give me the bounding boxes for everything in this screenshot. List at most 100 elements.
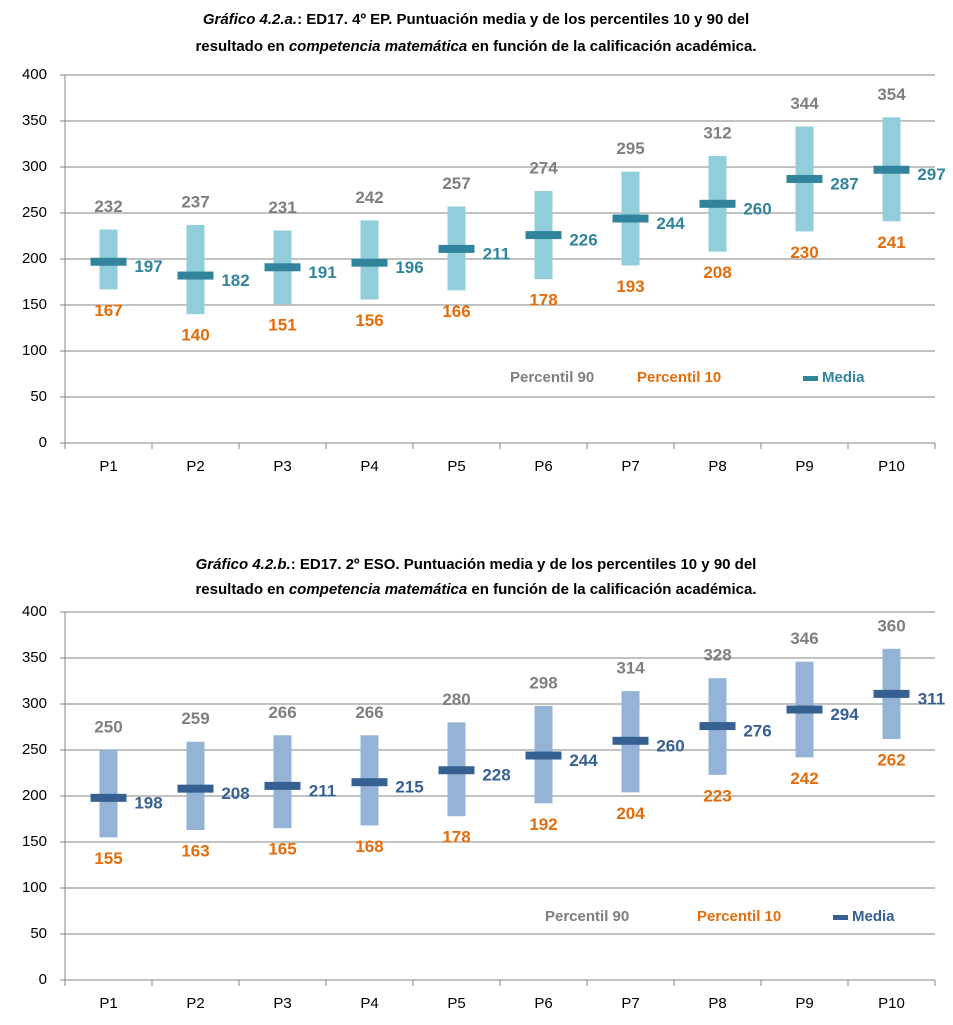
x-tick-label: P6	[534, 458, 552, 475]
y-tick-label: 400	[22, 603, 47, 620]
legend-label: Media	[822, 369, 865, 386]
mean-label: 211	[309, 781, 336, 800]
p10-label: 242	[790, 769, 818, 788]
mean-marker	[699, 722, 736, 731]
mean-label: 191	[308, 263, 336, 282]
y-tick-label: 350	[22, 112, 47, 129]
p90-label: 231	[268, 198, 296, 217]
mean-marker	[612, 736, 649, 745]
y-tick-label: 350	[22, 649, 47, 666]
p10-label: 241	[877, 233, 905, 252]
mean-marker	[438, 244, 475, 253]
p90-label: 259	[181, 709, 209, 728]
legend-swatch	[833, 915, 848, 920]
mean-label: 208	[221, 784, 249, 803]
x-tick-label: P2	[186, 995, 204, 1012]
mean-label: 244	[569, 751, 598, 770]
y-tick-label: 100	[22, 879, 47, 896]
p90-label: 354	[877, 85, 906, 104]
x-tick-label: P1	[99, 458, 117, 475]
title-run: competencia matemática	[289, 581, 467, 598]
title-run: competencia matemática	[289, 38, 467, 55]
mean-marker	[438, 766, 475, 775]
p90-label: 344	[790, 94, 819, 113]
p10-label: 156	[355, 311, 383, 330]
mean-marker	[525, 231, 562, 240]
legend-label: Percentil 90	[510, 369, 594, 386]
x-tick-label: P6	[534, 995, 552, 1012]
p90-label: 237	[181, 192, 209, 211]
p10-label: 230	[790, 243, 818, 262]
legend-label: Percentil 10	[637, 369, 721, 386]
p10-label: 193	[616, 277, 644, 296]
p90-label: 312	[703, 123, 731, 142]
x-tick-label: P4	[360, 995, 378, 1012]
title-run: Gráfico 4.2.a.	[203, 11, 297, 28]
mean-label: 197	[134, 257, 162, 276]
mean-marker	[177, 784, 214, 793]
p90-label: 295	[616, 139, 644, 158]
x-tick-label: P8	[708, 458, 726, 475]
p90-label: 298	[529, 673, 557, 692]
x-tick-label: P9	[795, 458, 813, 475]
mean-marker	[699, 199, 736, 208]
p10-label: 168	[355, 837, 383, 856]
mean-marker	[786, 705, 823, 714]
p10-label: 140	[181, 326, 209, 345]
mean-label: 244	[656, 214, 685, 233]
mean-marker	[90, 793, 127, 802]
x-tick-label: P5	[447, 458, 465, 475]
mean-marker	[873, 165, 910, 174]
y-tick-label: 100	[22, 342, 47, 359]
mean-marker	[177, 271, 214, 280]
p10-label: 204	[616, 804, 645, 823]
p90-label: 266	[355, 703, 383, 722]
p10-label: 208	[703, 263, 731, 282]
mean-label: 311	[918, 689, 945, 708]
p90-label: 360	[877, 616, 905, 635]
mean-label: 211	[483, 244, 510, 263]
mean-label: 198	[134, 793, 162, 812]
range-bar	[186, 224, 205, 315]
mean-label: 196	[395, 258, 423, 277]
mean-label: 294	[830, 705, 859, 724]
p90-label: 346	[790, 629, 818, 648]
legend-swatch	[803, 376, 818, 381]
mean-marker	[351, 258, 388, 267]
mean-label: 276	[743, 722, 771, 741]
p90-label: 250	[94, 717, 122, 736]
mean-marker	[612, 214, 649, 223]
p10-label: 155	[94, 849, 122, 868]
y-tick-label: 250	[22, 204, 47, 221]
mean-marker	[786, 174, 823, 183]
title-run: en función de la calificación académica.	[467, 38, 756, 55]
y-tick-label: 50	[30, 925, 47, 942]
mean-label: 215	[395, 778, 423, 797]
mean-label: 228	[482, 766, 510, 785]
mean-label: 182	[221, 271, 249, 290]
x-tick-label: P10	[878, 995, 905, 1012]
mean-marker	[90, 257, 127, 266]
y-tick-label: 300	[22, 695, 47, 712]
y-tick-label: 0	[39, 971, 47, 988]
y-tick-label: 150	[22, 296, 47, 313]
mean-marker	[264, 781, 301, 790]
mean-marker	[351, 778, 388, 787]
y-tick-label: 250	[22, 741, 47, 758]
mean-marker	[873, 689, 910, 698]
x-tick-label: P3	[273, 995, 291, 1012]
title-run: Gráfico 4.2.b.	[196, 556, 291, 573]
x-tick-label: P7	[621, 995, 639, 1012]
p10-label: 192	[529, 815, 557, 834]
mean-label: 260	[656, 736, 684, 755]
p90-label: 280	[442, 690, 470, 709]
x-tick-label: P7	[621, 458, 639, 475]
p10-label: 223	[703, 786, 731, 805]
y-tick-label: 200	[22, 787, 47, 804]
mean-marker	[525, 751, 562, 760]
chart-title: resultado en competencia matemática en f…	[195, 38, 756, 55]
mean-label: 260	[743, 199, 771, 218]
y-tick-label: 400	[22, 66, 47, 83]
y-tick-label: 300	[22, 158, 47, 175]
